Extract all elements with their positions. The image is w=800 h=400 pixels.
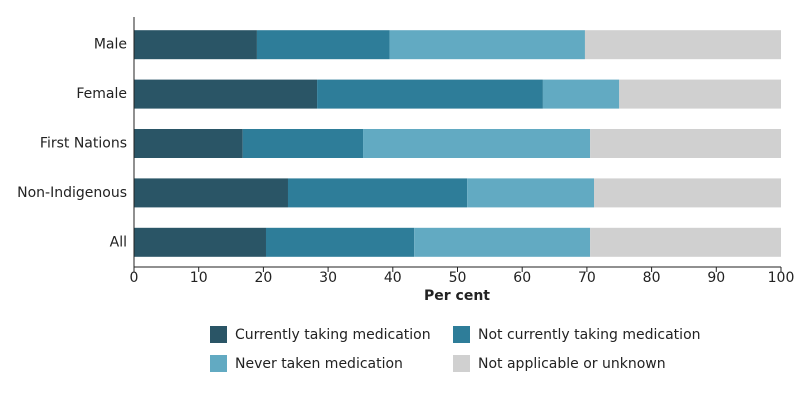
x-tick-label: 40 [384,270,402,286]
y-tick-label: First Nations [40,136,127,152]
y-tick-label: Male [94,37,127,53]
bar-segment [134,178,288,208]
legend-swatch [453,326,470,343]
bar-segment [134,30,257,60]
x-tick-label: 80 [643,270,661,286]
x-tick-label: 20 [254,270,272,286]
x-tick-label: 10 [190,270,208,286]
legend-swatch [210,326,227,343]
y-tick-label: Female [76,86,127,102]
x-tick-label: 30 [319,270,337,286]
x-tick-label: 0 [130,270,139,286]
bar-segment [265,227,415,257]
x-tick-label: 90 [707,270,725,286]
y-tick-label: Non-Indigenous [17,185,127,201]
bar-segment [590,129,781,158]
legend-swatch [453,355,470,372]
bar-segment [242,129,364,158]
bar-segment [134,79,318,109]
bar-segment [467,178,595,208]
legend-label: Never taken medication [235,356,403,372]
bar-segment [619,79,781,109]
legend-label: Not currently taking medication [478,327,701,343]
y-tick-label: All [110,234,127,250]
legend-swatch [210,355,227,372]
x-tick-label: 70 [578,270,596,286]
bar-segment [287,178,468,208]
legend-label: Currently taking medication [235,327,431,343]
bar-segment [256,30,390,60]
bar-segment [389,30,585,60]
x-tick-label: 100 [768,270,795,286]
x-tick-label: 50 [449,270,467,286]
bar-segment [363,129,591,158]
bar-segment [317,79,543,109]
bar-segment [134,227,266,257]
bar-segment [594,178,781,208]
bar-segment [414,227,591,257]
bar-segment [584,30,781,60]
bar-segment [134,129,243,158]
x-axis-label: Per cent [424,288,490,304]
x-tick-label: 60 [513,270,531,286]
bar-segment [590,227,781,257]
legend-label: Not applicable or unknown [478,356,666,372]
bar-segment [542,79,620,109]
